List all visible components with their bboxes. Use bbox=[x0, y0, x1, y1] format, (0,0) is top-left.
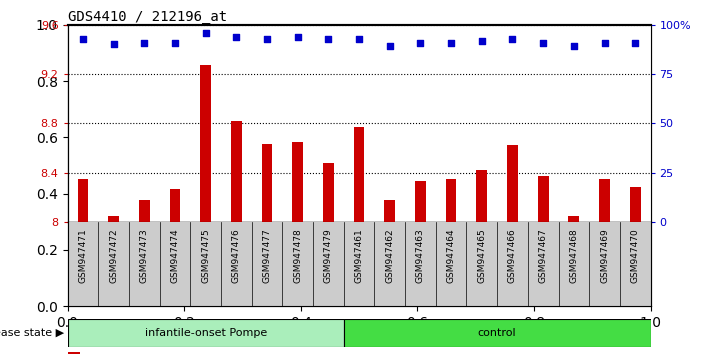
Text: GSM947477: GSM947477 bbox=[262, 229, 272, 283]
Point bbox=[415, 40, 426, 45]
Bar bbox=[476, 170, 487, 222]
Bar bbox=[446, 179, 456, 222]
Text: GSM947471: GSM947471 bbox=[78, 229, 87, 283]
Point bbox=[568, 44, 579, 49]
Text: disease state ▶: disease state ▶ bbox=[0, 328, 64, 338]
Bar bbox=[108, 216, 119, 222]
Bar bbox=[385, 200, 395, 222]
Bar bbox=[201, 65, 211, 222]
Text: GSM947470: GSM947470 bbox=[631, 229, 640, 283]
Point bbox=[230, 34, 242, 39]
Text: GSM947464: GSM947464 bbox=[447, 229, 456, 283]
Bar bbox=[139, 200, 149, 222]
Point bbox=[169, 40, 181, 45]
Text: GSM947463: GSM947463 bbox=[416, 229, 425, 283]
Text: GSM947466: GSM947466 bbox=[508, 229, 517, 283]
Text: GSM947467: GSM947467 bbox=[539, 229, 547, 283]
Bar bbox=[170, 189, 181, 222]
Text: GSM947472: GSM947472 bbox=[109, 229, 118, 283]
Point bbox=[262, 36, 273, 41]
Point bbox=[599, 40, 610, 45]
Point bbox=[476, 38, 488, 44]
Bar bbox=[68, 319, 343, 347]
Text: GSM947478: GSM947478 bbox=[293, 229, 302, 283]
Point bbox=[445, 40, 456, 45]
Bar bbox=[292, 142, 303, 222]
Point bbox=[292, 34, 304, 39]
Bar bbox=[630, 187, 641, 222]
Point bbox=[538, 40, 549, 45]
Point bbox=[200, 30, 211, 35]
Bar bbox=[538, 176, 549, 222]
Bar bbox=[323, 163, 333, 222]
Bar bbox=[68, 353, 80, 354]
Bar bbox=[262, 144, 272, 222]
Text: GSM947476: GSM947476 bbox=[232, 229, 241, 283]
Text: GSM947462: GSM947462 bbox=[385, 229, 394, 283]
Bar bbox=[569, 216, 579, 222]
Text: GSM947473: GSM947473 bbox=[140, 229, 149, 283]
Point bbox=[629, 40, 641, 45]
Text: infantile-onset Pompe: infantile-onset Pompe bbox=[144, 328, 267, 338]
Bar bbox=[231, 121, 242, 222]
Text: GSM947475: GSM947475 bbox=[201, 229, 210, 283]
Bar bbox=[507, 145, 518, 222]
Text: GSM947468: GSM947468 bbox=[570, 229, 578, 283]
Point bbox=[139, 40, 150, 45]
Text: GSM947474: GSM947474 bbox=[171, 229, 179, 283]
Point bbox=[108, 42, 119, 47]
Bar bbox=[415, 181, 426, 222]
Point bbox=[323, 36, 334, 41]
Text: control: control bbox=[478, 328, 516, 338]
Bar bbox=[343, 319, 651, 347]
Point bbox=[384, 44, 395, 49]
Bar bbox=[77, 179, 88, 222]
Point bbox=[507, 36, 518, 41]
Bar bbox=[599, 179, 610, 222]
Text: GSM947465: GSM947465 bbox=[477, 229, 486, 283]
Text: GSM947461: GSM947461 bbox=[355, 229, 363, 283]
Text: GSM947469: GSM947469 bbox=[600, 229, 609, 283]
Point bbox=[77, 36, 89, 41]
Text: GSM947479: GSM947479 bbox=[324, 229, 333, 283]
Bar bbox=[353, 127, 365, 222]
Point bbox=[353, 36, 365, 41]
Text: GDS4410 / 212196_at: GDS4410 / 212196_at bbox=[68, 10, 227, 24]
